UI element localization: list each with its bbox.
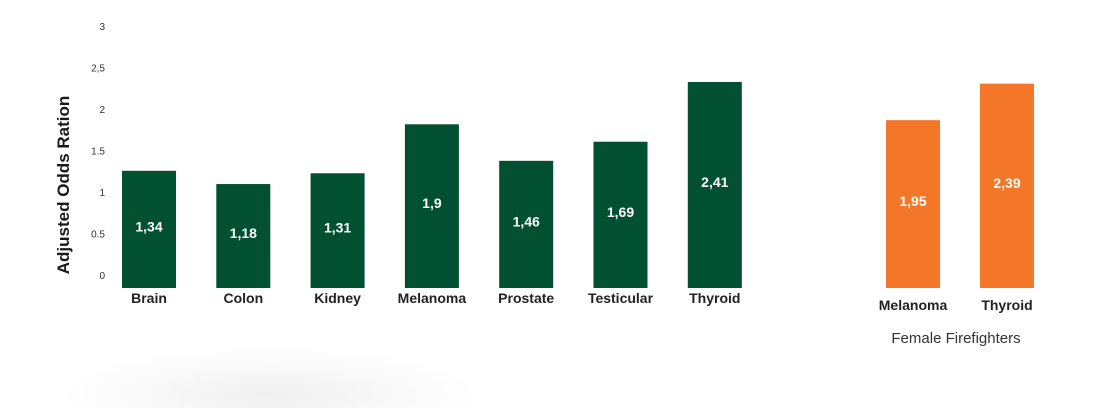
y-tick-label: 1.5 xyxy=(91,147,105,158)
bar-melanoma xyxy=(404,124,459,288)
value-label-brain: 1,34 xyxy=(135,218,162,234)
category-label-brain: Brain xyxy=(131,290,167,306)
y-tick-label: 0.5 xyxy=(91,230,105,241)
bar-colon xyxy=(216,184,271,288)
value-label-thyroid: 2,39 xyxy=(993,175,1020,191)
group-label-female-firefighters: Female Firefighters xyxy=(891,330,1020,347)
category-label-melanoma: Melanoma xyxy=(879,297,948,313)
y-tick-label: 2,5 xyxy=(91,64,105,75)
category-label-kidney: Kidney xyxy=(314,290,361,306)
category-label-testicular: Testicular xyxy=(588,290,654,306)
bar-kidney xyxy=(310,173,365,288)
y-tick-label: 3 xyxy=(99,22,105,33)
y-tick-label: 0 xyxy=(99,271,105,282)
bar-thyroid xyxy=(687,81,742,288)
value-label-colon: 1,18 xyxy=(230,225,257,241)
category-label-melanoma: Melanoma xyxy=(398,290,467,306)
y-tick-label: 1 xyxy=(99,188,105,199)
category-label-colon: Colon xyxy=(223,290,263,306)
main-bar-group: 1,34 Brain 1,18 Colon 1,31 Kidney 1,9 Melanoma 1… xyxy=(122,81,742,306)
value-label-thyroid: 2,41 xyxy=(701,174,728,190)
category-label-thyroid: Thyroid xyxy=(981,297,1032,313)
y-axis-ticks: 0 0.5 1 1.5 2 2,5 3 xyxy=(91,22,105,282)
value-label-melanoma: 1,9 xyxy=(422,195,442,211)
value-label-testicular: 1,69 xyxy=(607,204,634,220)
category-label-prostate: Prostate xyxy=(498,290,554,306)
bar-thyroid xyxy=(980,83,1034,288)
value-label-prostate: 1,46 xyxy=(513,213,540,229)
bar-testicular xyxy=(593,141,648,288)
category-label-thyroid: Thyroid xyxy=(689,290,740,306)
y-tick-label: 2 xyxy=(99,105,105,116)
bar-prostate xyxy=(499,160,554,288)
value-label-kidney: 1,31 xyxy=(324,220,351,236)
bar-brain xyxy=(122,170,176,288)
y-axis-label: Adjusted Odds Ration xyxy=(54,96,73,275)
value-label-melanoma: 1,95 xyxy=(899,193,926,209)
bar-melanoma xyxy=(886,120,940,289)
female-bar-group: 1,95 Melanoma 2,39 Thyroid xyxy=(879,83,1034,313)
